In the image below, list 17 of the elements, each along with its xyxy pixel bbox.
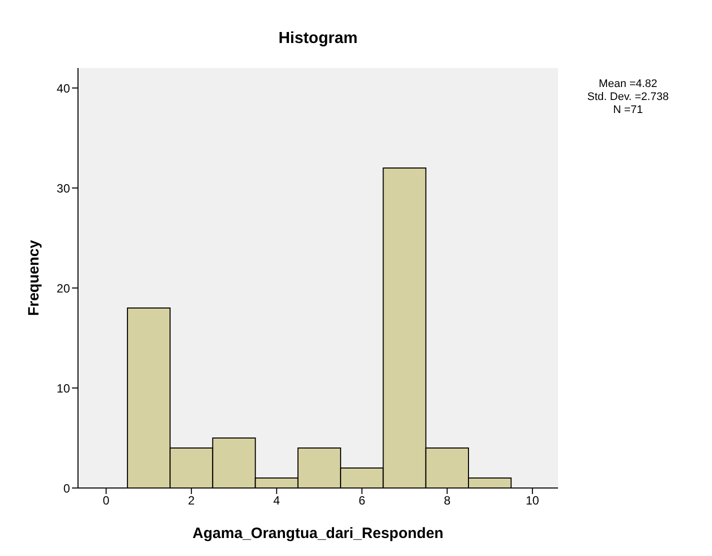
text: Std. Dev. =2.738 [586,91,670,104]
y-tick-label: 10 [56,381,70,396]
x-tick-label: 6 [358,494,366,508]
chart-title: Histogram [277,30,359,48]
y-axis-title: Frequency [25,239,42,316]
y-tick-label: 30 [56,181,70,196]
x-tick-label: 8 [444,494,451,508]
x-tick-label: 4 [273,494,280,508]
text: N =71 [612,104,644,117]
x-tick-label: 10 [526,494,540,508]
text: Mean =4.82 [598,78,658,91]
y-tick-label: 0 [63,481,70,496]
y-tick-label: 20 [56,281,70,296]
x-tick-label: 0 [102,494,110,508]
x-axis-title: Agama_Orangtua_dari_Responden [192,525,444,542]
x-tick-label: 2 [188,494,196,508]
y-tick-label: 40 [56,81,70,96]
